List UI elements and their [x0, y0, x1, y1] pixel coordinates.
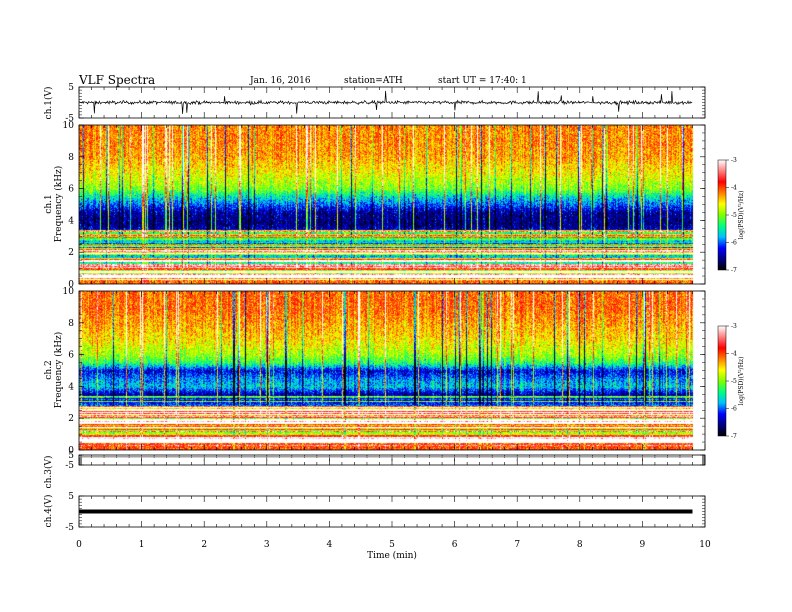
colorbar-tick-label: -5: [731, 212, 737, 219]
y-tick-label: 8: [68, 319, 74, 329]
colorbar-label: log(PSD)(V²/Hz): [738, 191, 745, 240]
y-tick-label: 4: [68, 382, 74, 392]
colorbar-tick-label: -6: [731, 406, 737, 413]
ch1-waveform-panel: 5 -5 ch.1(V): [43, 83, 706, 124]
y-tick-label: 5: [68, 451, 74, 461]
time-tick-label: 1: [139, 540, 145, 550]
colorbar-tick-label: -7: [731, 267, 737, 274]
ch3-waveform-panel: 5-5 ch.3(V): [43, 451, 706, 489]
voltage-trace: [78, 90, 693, 114]
date-label: Jan. 16, 2016: [249, 76, 311, 86]
colorbar-tick-label: -4: [731, 185, 737, 192]
time-tick-label: 8: [577, 540, 583, 550]
y-tick-label: -5: [65, 523, 74, 533]
time-tick-label: 0: [76, 540, 82, 550]
y-tick-label: 0: [68, 280, 74, 290]
y-tick-label: 10: [63, 287, 75, 297]
voltage-trace: [79, 509, 693, 514]
ch4-waveform-panel: 5 -5 ch.4(V): [43, 492, 706, 533]
ch2-spectrogram: [79, 291, 705, 450]
ch1-spectrogram-panel: 0 2 4 6 8 10 ch.1Frequency (kHz): [44, 121, 706, 290]
y-axis-label: ch.1Frequency (kHz): [44, 166, 64, 243]
start-time-label: start UT = 17:40: 1: [438, 76, 527, 86]
time-axis-label: Time (min): [367, 550, 417, 561]
y-axis-label-line: ch.1: [44, 194, 54, 213]
y-axis-label-line: Frequency (kHz): [53, 332, 64, 409]
figure-title: VLF Spectra: [78, 73, 155, 87]
y-axis-label: ch.1(V): [43, 87, 54, 120]
y-tick-label: 2: [68, 414, 74, 424]
y-tick-label: 2: [68, 248, 74, 258]
colorbar-tick-label: -6: [731, 240, 737, 247]
time-tick-label: 6: [452, 540, 458, 550]
colorbar-tick-label: -3: [731, 157, 737, 164]
colorbar: [717, 159, 727, 271]
y-tick-label: 6: [68, 351, 74, 361]
time-tick-label: 10: [699, 540, 711, 550]
time-tick-label: 5: [389, 540, 395, 550]
y-tick-label: 6: [68, 185, 74, 195]
y-axis-label: ch.2Frequency (kHz): [44, 332, 64, 409]
y-axis-label: ch.4(V): [43, 495, 54, 528]
colorbar-tick-label: -5: [731, 378, 737, 385]
colorbar-tick-label: -4: [731, 351, 737, 358]
ch1-spectrogram: [79, 125, 705, 284]
y-axis-label-line: Frequency (kHz): [53, 166, 64, 243]
y-axis-label-line: ch.2: [44, 360, 54, 379]
time-tick-label: 4: [327, 540, 333, 550]
y-tick-label: 5: [68, 83, 74, 93]
colorbar-tick-label: -3: [731, 323, 737, 330]
colorbars: -3 -4 -5 -6 -7 log(PSD)(V²/Hz) -3 -4 -5 -6 -7 log(P…: [717, 157, 745, 440]
colorbar-label: log(PSD)(V²/Hz): [738, 357, 745, 406]
time-axis: 0 1 2 3 4 5 6 7 8 9 10 Time (min): [76, 540, 711, 561]
station-label: station=ATH: [344, 76, 403, 86]
colorbar-tick-label: -7: [731, 433, 737, 440]
time-tick-label: 2: [201, 540, 207, 550]
y-tick-label: 5: [68, 492, 74, 502]
ch2-spectrogram-panel: 0 2 4 6 8 10 ch.2Frequency (kHz): [44, 287, 706, 456]
y-axis-label: ch.3(V): [43, 456, 54, 489]
y-tick-label: 8: [68, 153, 74, 163]
time-tick-label: 7: [514, 540, 520, 550]
colorbar: [717, 325, 727, 437]
time-tick-label: 9: [640, 540, 646, 550]
y-tick-label: 10: [63, 121, 75, 131]
y-tick-label: 0: [68, 446, 74, 456]
y-tick-label: 4: [68, 216, 74, 226]
y-tick-label: -5: [65, 114, 74, 124]
time-tick-label: 3: [264, 540, 270, 550]
y-tick-label: -5: [65, 461, 74, 471]
